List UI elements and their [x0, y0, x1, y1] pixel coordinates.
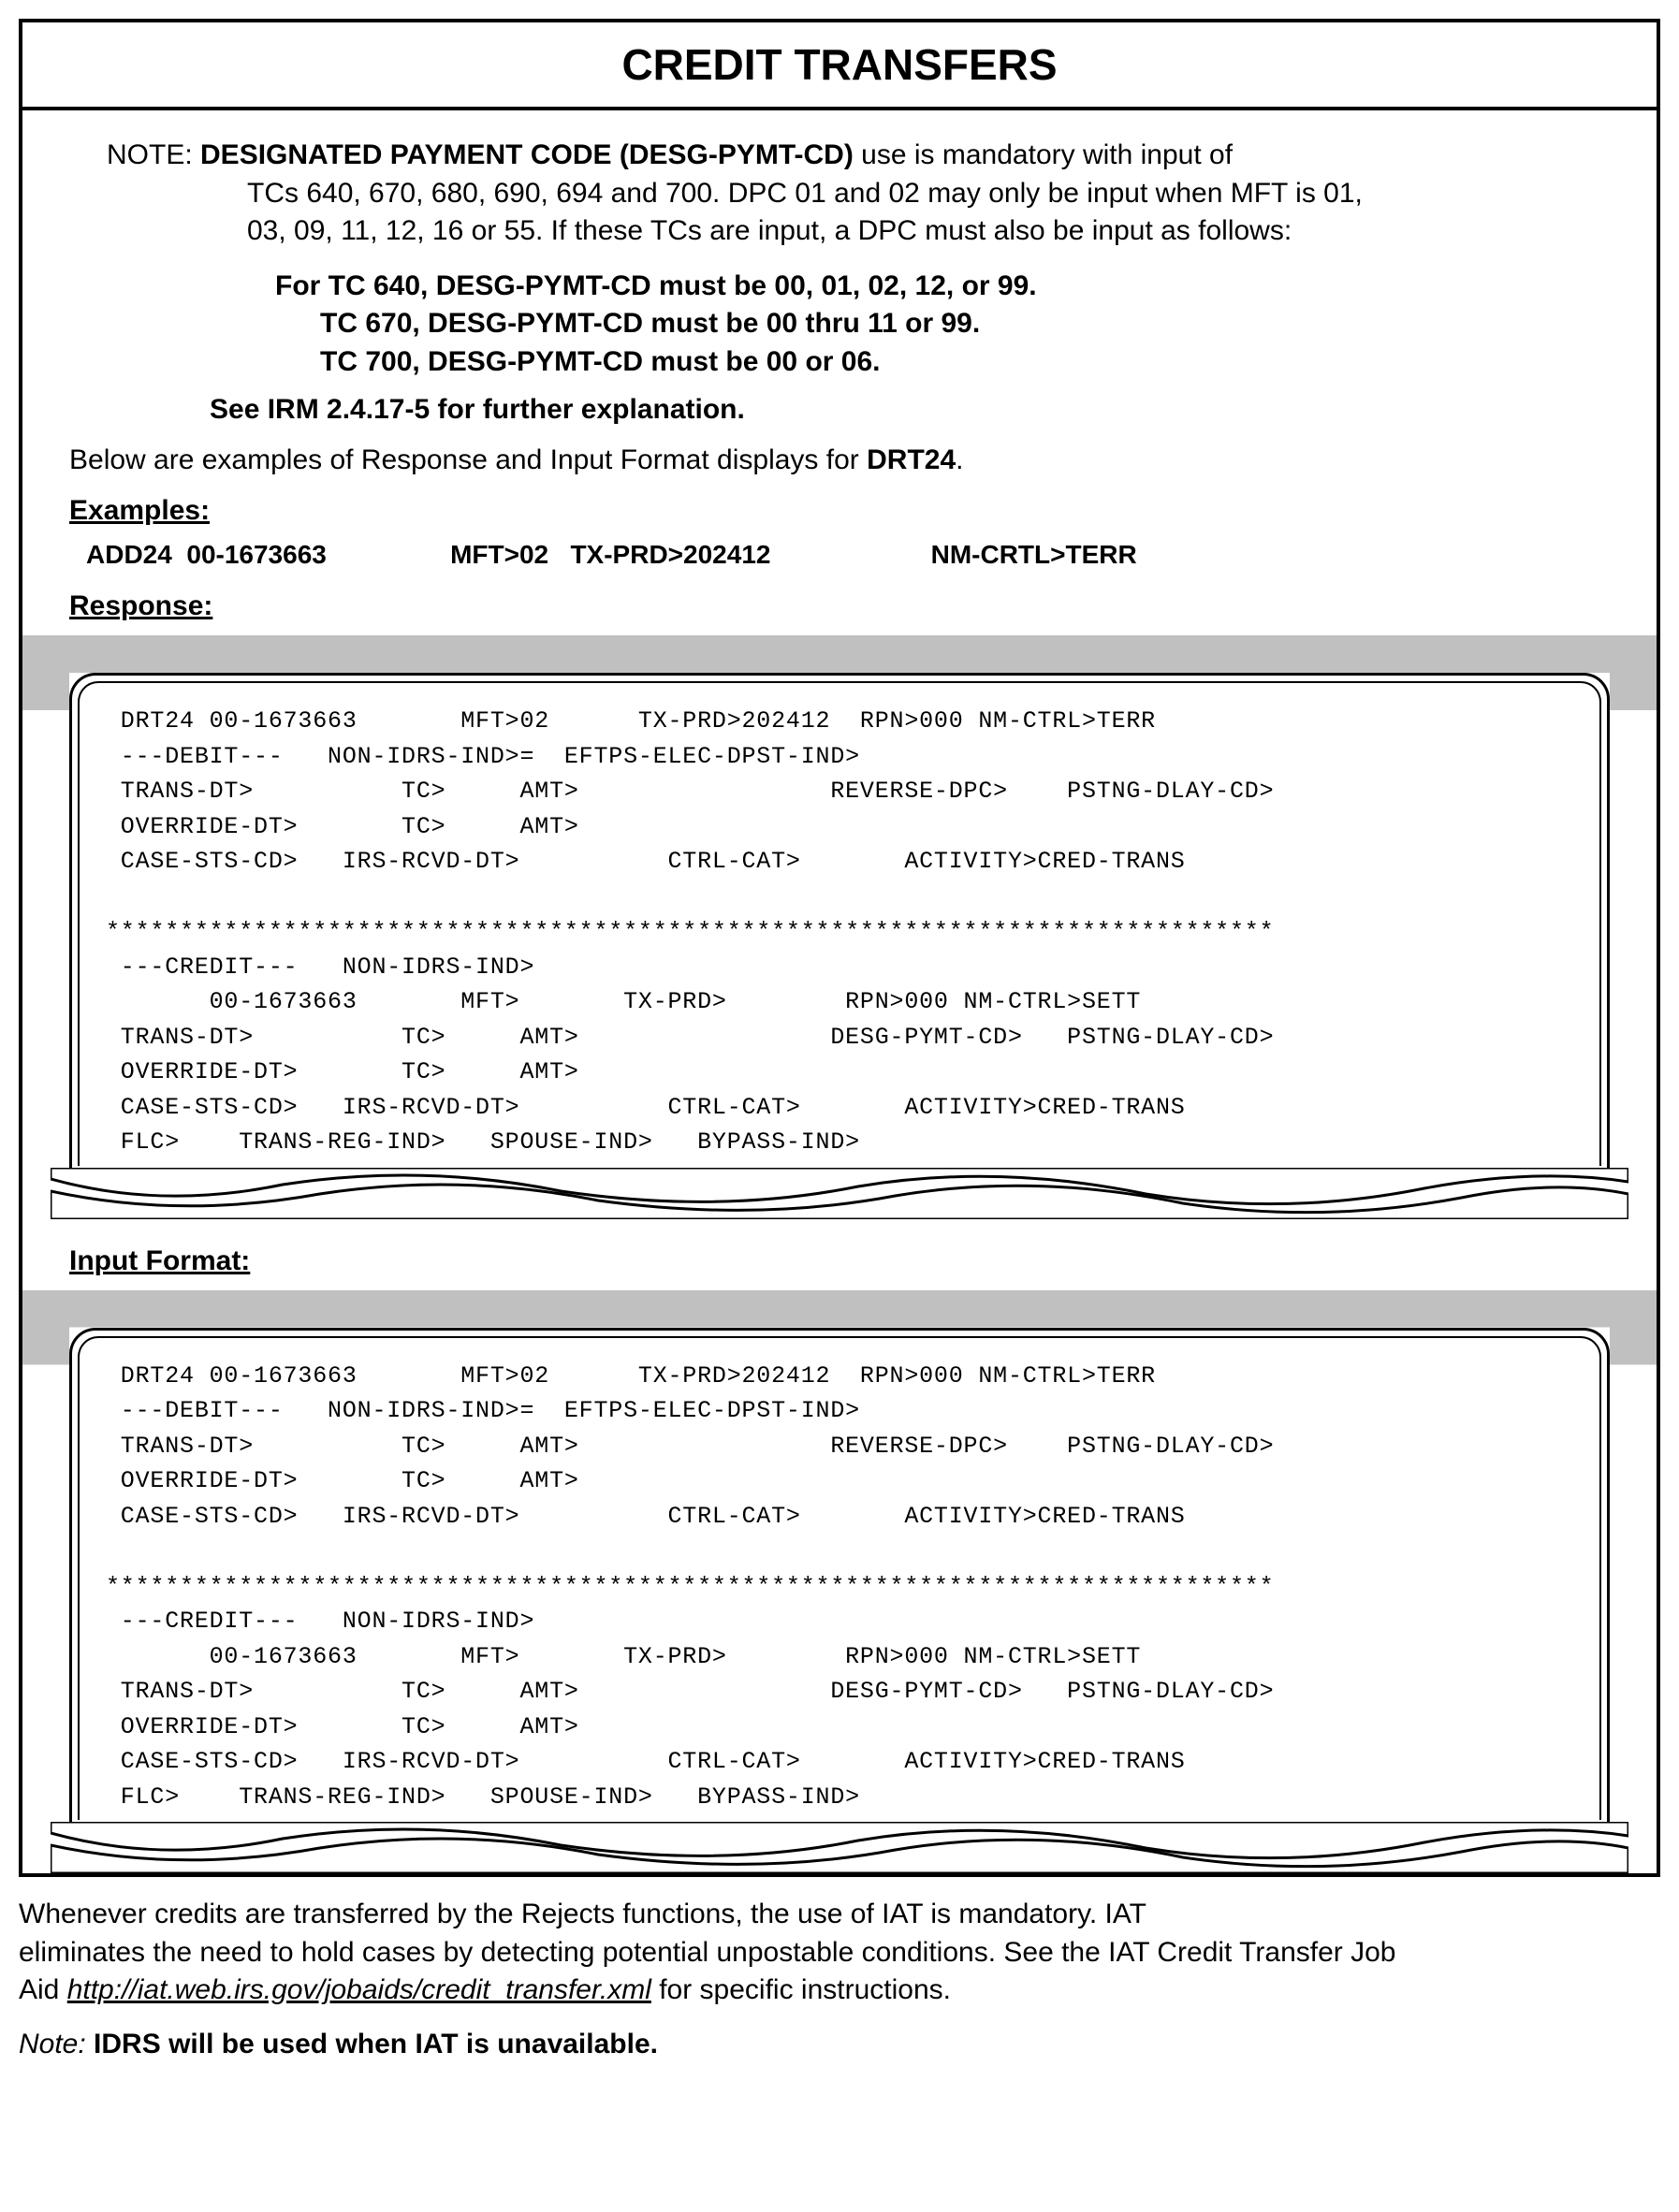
content-area: NOTE: DESIGNATED PAYMENT CODE (DESG-PYMT… — [22, 110, 1657, 1873]
page-title: CREDIT TRANSFERS — [22, 39, 1657, 90]
footer-line-3-post: for specific instructions. — [651, 1974, 951, 2005]
rule-3: TC 700, DESG-PYMT-CD must be 00 or 06. — [320, 343, 1610, 382]
example-line: ADD24 00-1673663 MFT>02 TX-PRD>202412 NM… — [86, 540, 1610, 570]
note-line-3: 03, 09, 11, 12, 16 or 55. If these TCs a… — [247, 212, 1610, 251]
input-terminal-wrap: DRT24 00-1673663 MFT>02 TX-PRD>202412 RP… — [22, 1290, 1657, 1874]
examples-label: Examples: — [69, 495, 1610, 527]
rule-1: For TC 640, DESG-PYMT-CD must be 00, 01,… — [275, 268, 1610, 306]
footer-link[interactable]: http://iat.web.irs.gov/jobaids/credit_tr… — [67, 1974, 651, 2005]
footer-line-1: Whenever credits are transferred by the … — [19, 1899, 1146, 1929]
response-terminal-wrap: DRT24 00-1673663 MFT>02 TX-PRD>202412 RP… — [22, 635, 1657, 1219]
intro-text-b: DRT24 — [867, 444, 956, 475]
footer-line-3-pre: Aid — [19, 1974, 67, 2005]
footer-paragraph: Whenever credits are transferred by the … — [19, 1896, 1660, 2010]
response-terminal-text: DRT24 00-1673663 MFT>02 TX-PRD>202412 RP… — [106, 704, 1573, 1160]
response-label: Response: — [69, 590, 1610, 622]
input-format-label: Input Format: — [69, 1245, 1610, 1277]
note-block: NOTE: DESIGNATED PAYMENT CODE (DESG-PYMT… — [107, 137, 1610, 251]
irm-reference: See IRM 2.4.17-5 for further explanation… — [210, 394, 1610, 426]
note-bold-lead: DESIGNATED PAYMENT CODE (DESG-PYMT-CD) — [200, 139, 854, 170]
note-line-2: TCs 640, 670, 680, 690, 694 and 700. DPC… — [247, 175, 1610, 213]
terminal-inner-border: DRT24 00-1673663 MFT>02 TX-PRD>202412 RP… — [78, 681, 1601, 1166]
terminal-outer-border: DRT24 00-1673663 MFT>02 TX-PRD>202412 RP… — [69, 673, 1610, 1171]
terminal-outer-border-2: DRT24 00-1673663 MFT>02 TX-PRD>202412 RP… — [69, 1328, 1610, 1826]
title-bar: CREDIT TRANSFERS — [22, 22, 1657, 110]
tear-edge-icon-2 — [51, 1822, 1628, 1873]
intro-line: Below are examples of Response and Input… — [69, 444, 1610, 476]
document-frame: CREDIT TRANSFERS NOTE: DESIGNATED PAYMEN… — [19, 19, 1660, 1877]
note-text-after: use is mandatory with input of — [854, 139, 1233, 170]
footer-line-2: eliminates the need to hold cases by det… — [19, 1937, 1395, 1968]
footer-note: Note: IDRS will be used when IAT is unav… — [19, 2029, 1660, 2060]
tear-edge-icon — [51, 1168, 1628, 1219]
rules-block: For TC 640, DESG-PYMT-CD must be 00, 01,… — [275, 268, 1610, 382]
input-terminal-text: DRT24 00-1673663 MFT>02 TX-PRD>202412 RP… — [106, 1359, 1573, 1815]
intro-text-c: . — [956, 444, 963, 475]
note-label: NOTE: — [107, 139, 200, 170]
rule-2: TC 670, DESG-PYMT-CD must be 00 thru 11 … — [320, 305, 1610, 343]
footer-note-label: Note: — [19, 2029, 86, 2059]
terminal-inner-border-2: DRT24 00-1673663 MFT>02 TX-PRD>202412 RP… — [78, 1336, 1601, 1821]
footer-note-bold: IDRS will be used when IAT is unavailabl… — [86, 2029, 658, 2059]
intro-text-a: Below are examples of Response and Input… — [69, 444, 867, 475]
